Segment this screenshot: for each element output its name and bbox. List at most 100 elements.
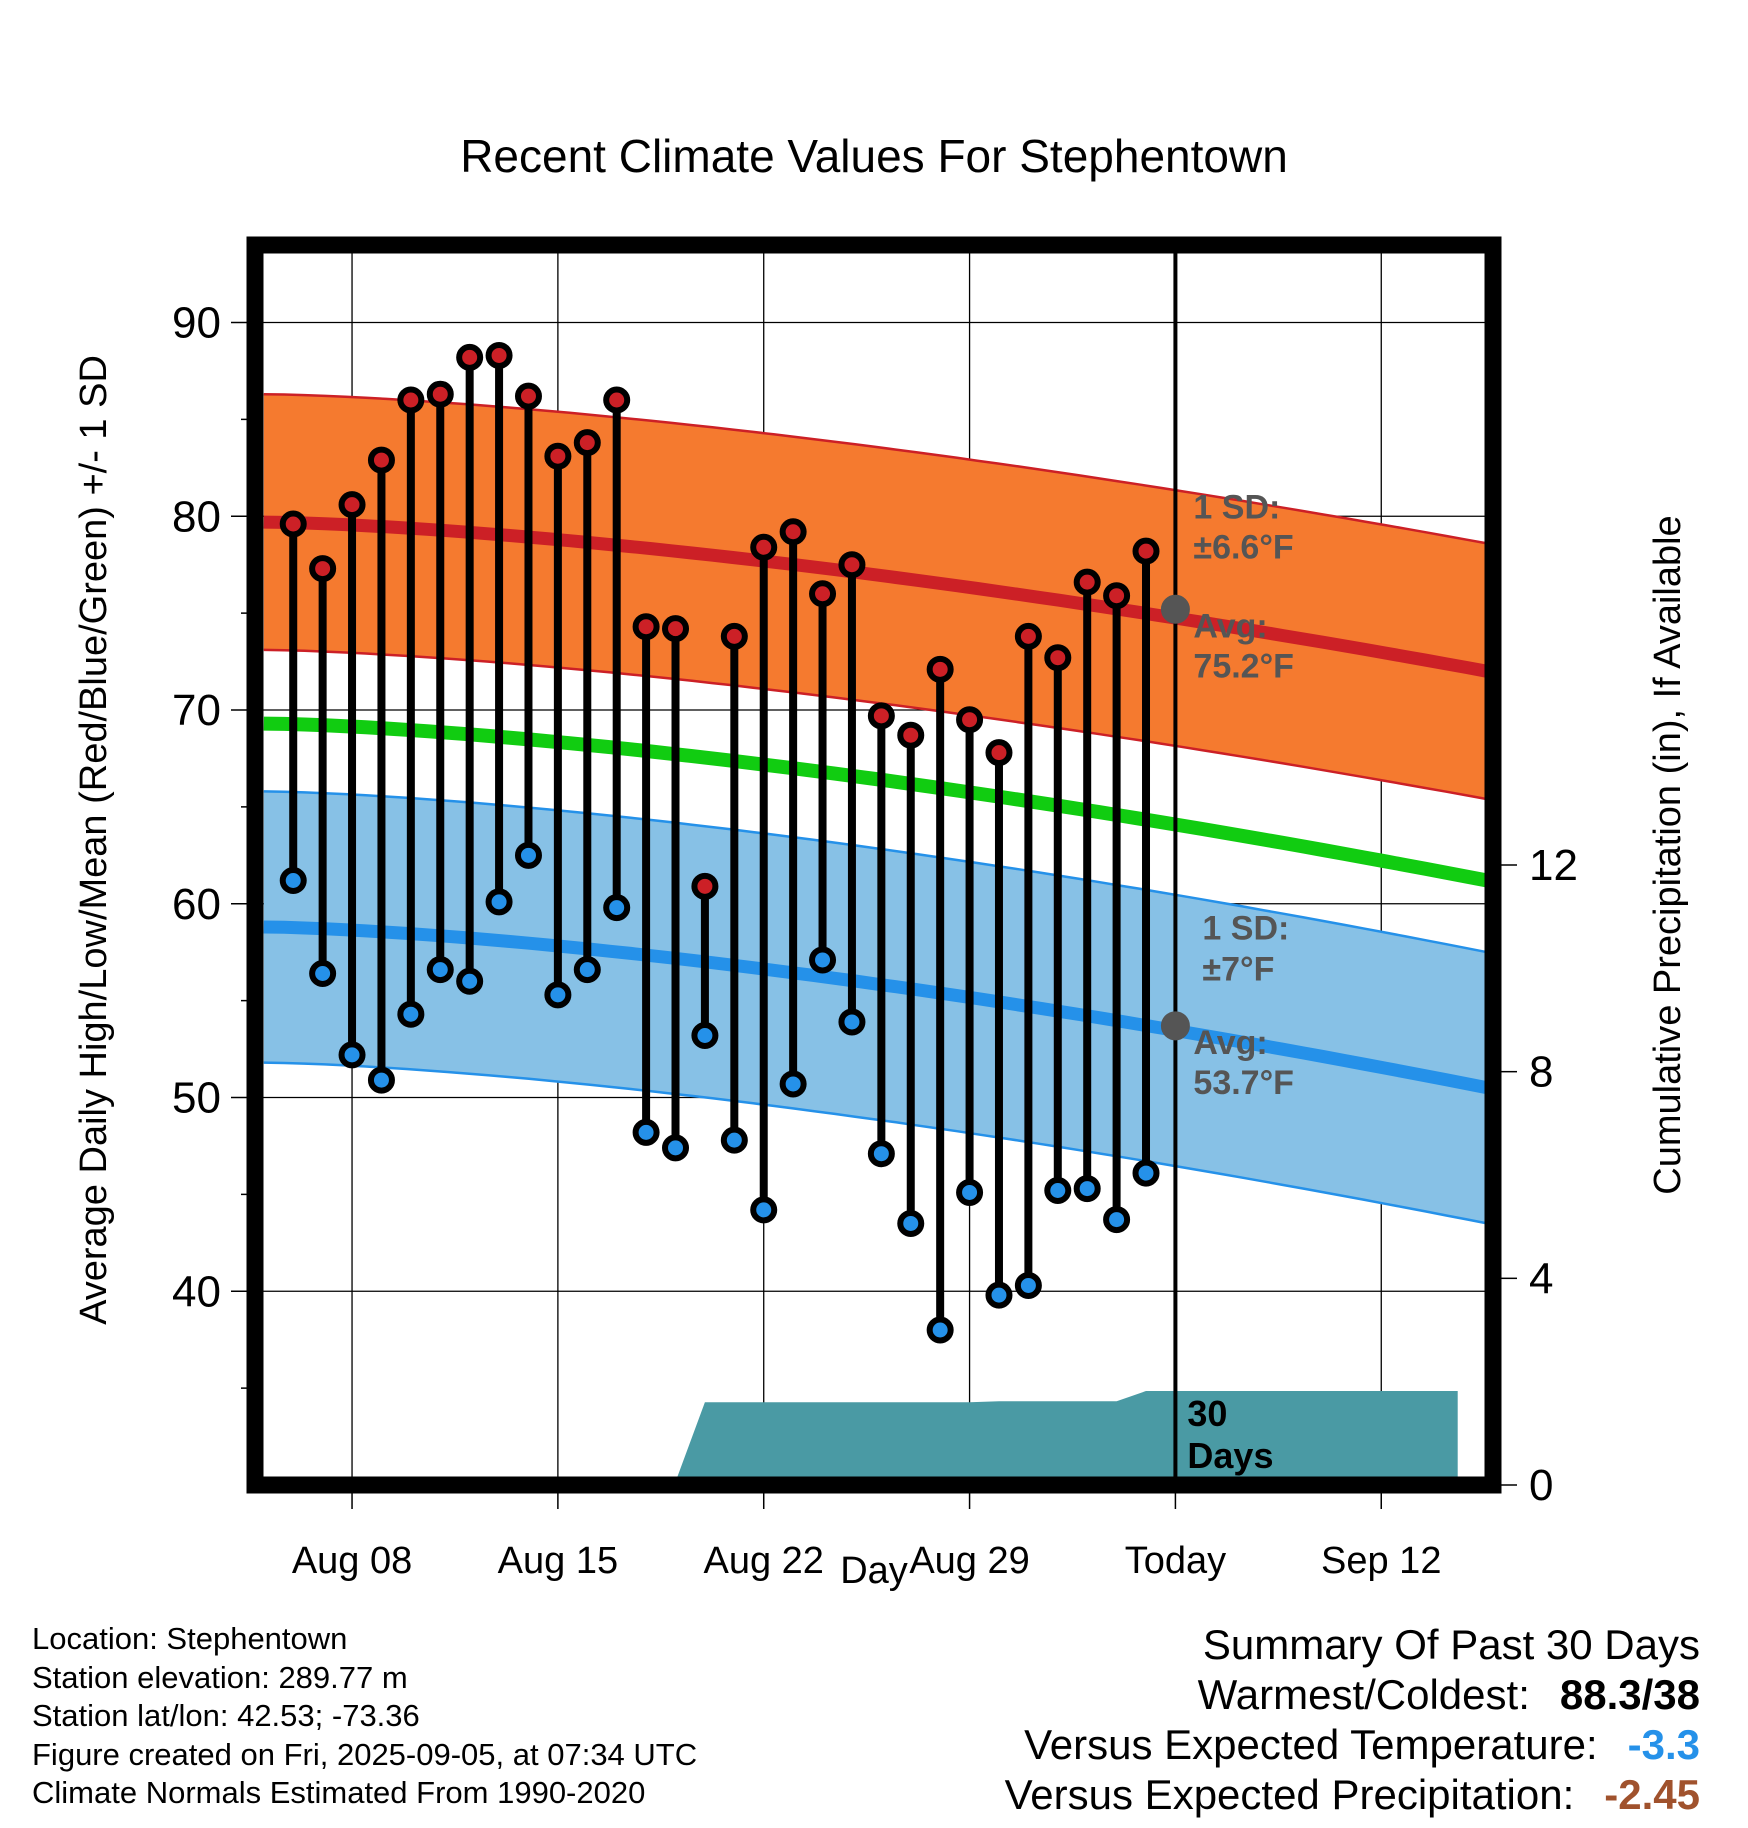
high-sd-label: 1 SD:: [1193, 488, 1280, 526]
plot-frame: [246, 236, 1502, 1494]
info-location: Location: Stephentown: [32, 1621, 348, 1656]
x-tick-label: Sep 12: [1321, 1540, 1441, 1582]
low-avg-value: 53.7°F: [1193, 1064, 1294, 1102]
daily-low-marker: [867, 1140, 895, 1168]
summary-warmest-row: Warmest/Coldest: 88.3/38: [1005, 1670, 1700, 1720]
x-tick-label: Today: [1125, 1540, 1226, 1582]
info-created: Figure created on Fri, 2025-09-05, at 07…: [32, 1736, 698, 1772]
daily-high-marker: [1073, 568, 1101, 596]
low-sd-label: 1 SD:: [1202, 910, 1289, 948]
precip-area: [266, 1391, 1458, 1485]
summary-warmest-value: 88.3/38: [1559, 1671, 1700, 1718]
daily-low-marker: [397, 1000, 425, 1028]
daily-high-marker: [1132, 537, 1160, 565]
daily-high-marker: [720, 622, 748, 650]
y2-tick-label: 8: [1529, 1048, 1553, 1097]
summary-precip-label: Versus Expected Precipitation:: [1004, 1771, 1575, 1818]
summary-precip-row: Versus Expected Precipitation: -2.45: [1005, 1770, 1700, 1820]
daily-low-marker: [426, 956, 454, 984]
daily-high-marker: [456, 343, 484, 371]
y2-tick-label: 12: [1529, 841, 1578, 890]
y-tick-label: 90: [172, 299, 221, 348]
daily-high-marker: [603, 386, 631, 414]
climate-chart: Recent Climate Values For Stephentown 30…: [73, 130, 1689, 1592]
summary-temp-label: Versus Expected Temperature:: [1024, 1721, 1598, 1768]
precip-label-line: Days: [1187, 1435, 1273, 1476]
y2-tick-label: 4: [1529, 1254, 1553, 1303]
daily-low-marker: [485, 888, 513, 916]
daily-high-marker: [779, 518, 807, 546]
daily-low-marker: [456, 967, 484, 995]
info-latlon: Station lat/lon: 42.53; -73.36: [32, 1698, 420, 1733]
summary-warmest-label: Warmest/Coldest:: [1197, 1671, 1530, 1718]
daily-low-marker: [926, 1316, 954, 1344]
daily-high-marker: [691, 872, 719, 900]
daily-high-marker: [573, 429, 601, 457]
x-tick-label: Aug 15: [498, 1540, 618, 1582]
summary-title: Summary Of Past 30 Days: [1202, 1621, 1700, 1668]
daily-high-marker: [662, 615, 690, 643]
y2-tick-label: 0: [1529, 1461, 1553, 1510]
daily-low-marker: [956, 1178, 984, 1206]
daily-low-marker: [838, 1008, 866, 1036]
high-sd-value: ±6.6°F: [1193, 528, 1293, 566]
daily-low-marker: [750, 1196, 778, 1224]
daily-low-marker: [779, 1070, 807, 1098]
daily-high-marker: [1044, 644, 1072, 672]
high-today-marker: [1160, 594, 1190, 624]
low-avg-label: Avg:: [1193, 1024, 1267, 1062]
daily-low-marker: [279, 867, 307, 894]
daily-low-marker: [632, 1118, 660, 1146]
daily-high-marker: [809, 580, 837, 608]
daily-high-marker: [367, 446, 395, 474]
y2-axis-label: Cumulative Precipitation (in), If Availa…: [1647, 515, 1689, 1194]
daily-high-marker: [632, 613, 660, 641]
y-tick-label: 70: [172, 686, 221, 735]
high-sd-band: [263, 394, 1488, 800]
y-axis-label: Average Daily High/Low/Mean (Red/Blue/Gr…: [73, 355, 115, 1325]
summary-precip-value: -2.45: [1604, 1771, 1700, 1818]
y-tick-label: 40: [172, 1267, 221, 1316]
daily-high-marker: [485, 341, 513, 369]
daily-low-marker: [662, 1134, 690, 1162]
low-sd-value: ±7°F: [1202, 951, 1274, 989]
daily-low-marker: [1073, 1175, 1101, 1203]
daily-high-marker: [544, 442, 572, 470]
y-tick-label: 60: [172, 880, 221, 929]
high-avg-value: 75.2°F: [1193, 647, 1294, 685]
high-avg-label: Avg:: [1193, 607, 1267, 645]
daily-high-marker: [279, 510, 307, 538]
daily-low-marker: [367, 1066, 395, 1094]
daily-high-marker: [750, 533, 778, 561]
daily-low-marker: [720, 1126, 748, 1154]
daily-low-marker: [985, 1281, 1013, 1309]
daily-low-marker: [573, 956, 601, 984]
daily-high-marker: [926, 655, 954, 683]
daily-high-marker: [956, 706, 984, 734]
x-tick-label: Aug 08: [292, 1540, 412, 1582]
daily-high-marker: [1014, 622, 1042, 650]
chart-title: Recent Climate Values For Stephentown: [460, 130, 1288, 182]
x-axis-label: Day: [840, 1550, 908, 1592]
precip-label-line: 30: [1187, 1393, 1227, 1434]
daily-high-marker: [397, 386, 425, 414]
daily-low-marker: [1132, 1159, 1160, 1187]
y-tick-label: 80: [172, 492, 221, 541]
daily-high-marker: [514, 382, 542, 410]
daily-low-marker: [1014, 1271, 1042, 1299]
x-tick-label: Aug 22: [704, 1540, 824, 1582]
station-info: Location: Stephentown Station elevation:…: [32, 1620, 697, 1813]
daily-low-marker: [514, 841, 542, 869]
daily-low-marker: [603, 894, 631, 922]
summary-panel: Summary Of Past 30 Days Warmest/Coldest:…: [1005, 1620, 1700, 1820]
daily-low-marker: [691, 1022, 719, 1049]
daily-low-marker: [1103, 1206, 1131, 1234]
daily-high-marker: [309, 555, 337, 583]
precip-label: 30 Days: [1187, 1393, 1273, 1476]
info-elevation: Station elevation: 289.77 m: [32, 1659, 408, 1695]
daily-high-marker: [838, 551, 866, 579]
daily-high-marker: [1103, 582, 1131, 610]
daily-high-marker: [867, 702, 895, 730]
